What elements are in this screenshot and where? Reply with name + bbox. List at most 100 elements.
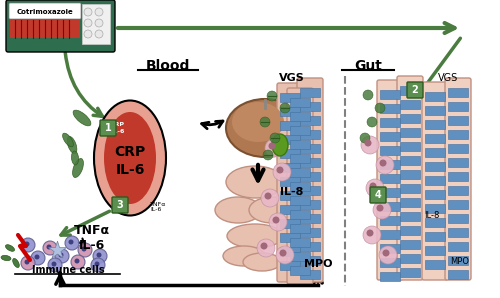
- Ellipse shape: [67, 136, 77, 153]
- Bar: [300, 228, 320, 237]
- FancyBboxPatch shape: [6, 0, 115, 52]
- Bar: [300, 200, 320, 209]
- Circle shape: [367, 117, 377, 127]
- Text: Immune cells: Immune cells: [32, 265, 104, 275]
- Bar: [290, 238, 310, 247]
- Circle shape: [257, 239, 275, 257]
- Bar: [400, 156, 420, 165]
- Circle shape: [65, 236, 79, 250]
- FancyBboxPatch shape: [100, 120, 116, 136]
- Bar: [425, 190, 445, 199]
- Circle shape: [376, 204, 384, 212]
- Bar: [380, 104, 400, 113]
- Bar: [10, 20, 80, 38]
- Bar: [400, 184, 420, 193]
- Bar: [380, 188, 400, 197]
- Circle shape: [373, 201, 391, 219]
- Ellipse shape: [72, 151, 78, 165]
- Ellipse shape: [272, 134, 288, 156]
- Bar: [380, 216, 400, 225]
- Bar: [280, 135, 300, 144]
- Circle shape: [34, 254, 40, 260]
- Ellipse shape: [226, 166, 284, 198]
- Circle shape: [273, 163, 291, 181]
- Text: CRP
IL-6: CRP IL-6: [111, 122, 125, 134]
- Circle shape: [370, 182, 376, 190]
- Bar: [280, 163, 300, 172]
- Circle shape: [31, 251, 45, 265]
- Bar: [400, 226, 420, 235]
- Circle shape: [263, 150, 273, 160]
- Bar: [300, 102, 320, 111]
- Circle shape: [48, 258, 62, 272]
- Text: 1: 1: [104, 123, 112, 133]
- Bar: [448, 158, 468, 167]
- Ellipse shape: [226, 99, 304, 157]
- Circle shape: [280, 249, 286, 257]
- Bar: [380, 160, 400, 169]
- Ellipse shape: [232, 102, 284, 142]
- Bar: [300, 172, 320, 181]
- Bar: [300, 130, 320, 139]
- Ellipse shape: [94, 100, 166, 215]
- Point: [53, 248, 61, 252]
- Text: Blood: Blood: [146, 59, 190, 73]
- Bar: [400, 128, 420, 137]
- Bar: [400, 254, 420, 263]
- Circle shape: [364, 139, 372, 147]
- Circle shape: [270, 133, 280, 143]
- Bar: [448, 144, 468, 153]
- FancyBboxPatch shape: [277, 83, 303, 282]
- Ellipse shape: [73, 110, 91, 126]
- Text: Gut: Gut: [354, 59, 382, 73]
- Text: TNFα
IL-6: TNFα IL-6: [74, 224, 110, 252]
- Bar: [448, 88, 468, 97]
- Circle shape: [261, 189, 279, 207]
- Bar: [400, 170, 420, 179]
- Circle shape: [95, 30, 103, 38]
- Bar: [280, 247, 300, 256]
- FancyBboxPatch shape: [112, 197, 128, 213]
- Circle shape: [91, 258, 105, 272]
- Bar: [425, 162, 445, 171]
- Bar: [290, 112, 310, 121]
- Bar: [280, 93, 300, 102]
- Circle shape: [71, 255, 85, 269]
- Circle shape: [361, 136, 379, 154]
- Circle shape: [95, 8, 103, 16]
- FancyBboxPatch shape: [422, 82, 448, 280]
- Circle shape: [272, 217, 280, 224]
- Bar: [425, 176, 445, 185]
- Ellipse shape: [227, 224, 283, 248]
- Circle shape: [94, 262, 100, 266]
- Bar: [425, 148, 445, 157]
- Circle shape: [363, 226, 381, 244]
- Bar: [380, 202, 400, 211]
- Text: Cotrimoxazole: Cotrimoxazole: [16, 9, 74, 15]
- Bar: [400, 268, 420, 277]
- Bar: [448, 228, 468, 237]
- Circle shape: [84, 8, 92, 16]
- Bar: [448, 256, 468, 265]
- Circle shape: [280, 103, 290, 113]
- Bar: [425, 92, 445, 101]
- Bar: [280, 149, 300, 158]
- Bar: [290, 168, 310, 177]
- Ellipse shape: [215, 197, 261, 223]
- Circle shape: [366, 229, 374, 237]
- Bar: [280, 177, 300, 186]
- Bar: [280, 107, 300, 116]
- Circle shape: [276, 167, 283, 173]
- Circle shape: [363, 90, 373, 100]
- Circle shape: [52, 262, 57, 266]
- Circle shape: [43, 241, 57, 255]
- Circle shape: [96, 252, 102, 257]
- Circle shape: [74, 258, 80, 263]
- Bar: [300, 116, 320, 125]
- Bar: [300, 158, 320, 167]
- Circle shape: [379, 246, 397, 264]
- Bar: [290, 196, 310, 205]
- Ellipse shape: [12, 258, 20, 268]
- Circle shape: [55, 249, 69, 263]
- Circle shape: [58, 252, 64, 257]
